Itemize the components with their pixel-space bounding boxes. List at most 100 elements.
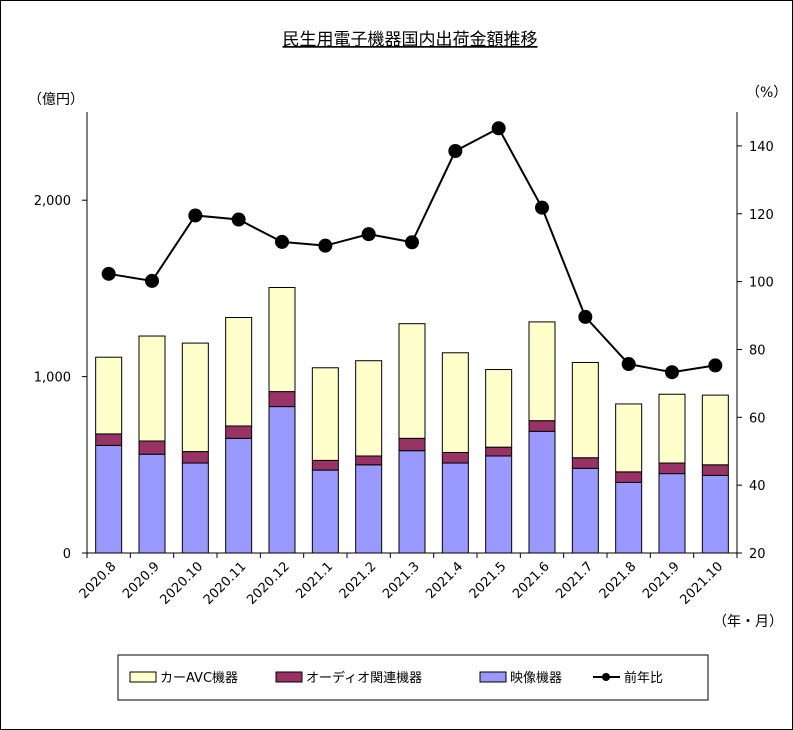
bar-video-4 xyxy=(268,406,296,554)
bar-video-7 xyxy=(398,450,426,554)
bar-audio-11 xyxy=(571,457,599,469)
x-tick-label-5: 2021.1 xyxy=(293,559,336,602)
bar-audio-12 xyxy=(615,471,643,483)
bar-video-11 xyxy=(571,467,599,554)
bar-video-14 xyxy=(701,474,729,554)
bar-audio-10 xyxy=(528,420,556,432)
bar-audio-14 xyxy=(701,464,729,476)
right-tick-label-40: 40 xyxy=(749,479,766,494)
x-tick-label-9: 2021.5 xyxy=(467,559,510,602)
legend-marker-yoy xyxy=(602,673,610,681)
x-tick-label-13: 2021.9 xyxy=(640,559,683,602)
right-tick-label-120: 120 xyxy=(749,208,774,223)
x-axis-unit: （年・月） xyxy=(713,614,783,630)
bar-video-10 xyxy=(528,430,556,554)
yoy-point-0 xyxy=(101,266,116,281)
yoy-point-13 xyxy=(665,365,679,380)
right-tick-label-100: 100 xyxy=(749,276,774,291)
bar-audio-13 xyxy=(658,462,686,475)
legend-label-car-avc: カーAVC機器 xyxy=(160,671,238,686)
yoy-point-1 xyxy=(145,273,159,288)
left-tick-label-2000: 2,000 xyxy=(34,194,71,209)
bar-video-13 xyxy=(658,473,686,554)
bar-video-8 xyxy=(441,462,469,554)
bar-audio-1 xyxy=(138,440,166,455)
legend-label-audio: オーディオ関連機器 xyxy=(306,670,422,686)
bar-car-avc-10 xyxy=(528,321,556,422)
bar-audio-3 xyxy=(225,425,253,439)
bar-car-avc-13 xyxy=(658,393,686,464)
bar-car-avc-2 xyxy=(181,342,209,453)
axes-group: 0 1,000 2,000 20 40 60 80 100 120 140 xyxy=(34,112,774,562)
bar-audio-4 xyxy=(268,391,296,408)
bar-audio-5 xyxy=(311,459,339,471)
bars-group xyxy=(95,287,729,554)
legend-label-video: 映像機器 xyxy=(510,671,562,686)
x-tick-label-12: 2021.8 xyxy=(597,559,640,602)
yoy-line-group xyxy=(101,121,723,380)
x-tick-label-6: 2021.2 xyxy=(337,559,380,602)
yoy-point-9 xyxy=(491,121,506,136)
right-tick-label-60: 60 xyxy=(749,411,766,426)
yoy-point-6 xyxy=(361,227,376,242)
right-tick-label-140: 140 xyxy=(749,140,774,155)
x-tick-label-2: 2020.10 xyxy=(158,559,207,608)
bar-car-avc-9 xyxy=(485,369,513,448)
right-axis-unit: （%） xyxy=(746,85,787,101)
yoy-point-14 xyxy=(708,358,723,373)
x-tick-label-4: 2020.12 xyxy=(244,559,293,608)
yoy-point-7 xyxy=(405,235,419,250)
x-tick-label-14: 2021.10 xyxy=(678,559,727,608)
yoy-point-10 xyxy=(535,200,549,215)
x-tick-label-8: 2021.4 xyxy=(423,559,466,602)
bar-video-3 xyxy=(225,437,253,554)
yoy-point-8 xyxy=(448,144,463,159)
yoy-point-11 xyxy=(578,309,593,324)
bar-video-6 xyxy=(355,464,383,554)
bar-video-1 xyxy=(138,453,166,554)
bar-audio-6 xyxy=(355,455,383,466)
bar-audio-8 xyxy=(441,451,469,464)
bar-video-0 xyxy=(95,444,123,554)
bar-video-2 xyxy=(181,462,209,554)
bar-car-avc-8 xyxy=(441,352,469,453)
yoy-point-12 xyxy=(621,357,636,372)
x-tick-label-1: 2020.9 xyxy=(120,559,163,602)
left-axis-unit: （億円） xyxy=(28,92,84,108)
bar-car-avc-12 xyxy=(615,403,643,473)
bar-car-avc-5 xyxy=(311,367,339,461)
bar-video-9 xyxy=(485,455,513,554)
bar-video-12 xyxy=(615,481,643,554)
bar-audio-2 xyxy=(181,451,209,464)
legend-swatch-audio xyxy=(275,671,303,683)
bar-car-avc-3 xyxy=(225,317,253,427)
x-tick-label-11: 2021.7 xyxy=(553,559,596,602)
bar-car-avc-7 xyxy=(398,323,426,439)
x-tick-label-10: 2021.6 xyxy=(510,559,553,602)
bar-car-avc-6 xyxy=(355,360,383,457)
left-tick-label-1000: 1,000 xyxy=(34,371,71,386)
chart-title: 民生用電子機器国内出荷金額推移 xyxy=(283,30,538,50)
legend-swatch-car-avc xyxy=(129,671,157,683)
yoy-point-4 xyxy=(275,234,289,249)
bar-audio-9 xyxy=(485,446,513,457)
yoy-point-3 xyxy=(231,212,246,227)
legend: カーAVC機器 オーディオ関連機器 映像機器 前年比 xyxy=(117,654,709,701)
legend-label-yoy: 前年比 xyxy=(624,670,663,686)
bar-video-5 xyxy=(311,469,339,554)
x-tick-label-7: 2021.3 xyxy=(380,559,423,602)
bar-audio-0 xyxy=(95,433,123,446)
bar-car-avc-0 xyxy=(95,356,123,435)
x-tick-label-0: 2020.8 xyxy=(77,559,120,602)
yoy-point-2 xyxy=(188,208,203,223)
x-tick-label-3: 2020.11 xyxy=(201,559,250,608)
left-tick-label-0: 0 xyxy=(63,547,71,562)
yoy-point-5 xyxy=(318,238,333,253)
bar-car-avc-14 xyxy=(701,394,729,466)
legend-swatch-video xyxy=(479,671,507,683)
right-tick-label-80: 80 xyxy=(749,343,766,358)
right-tick-label-20: 20 xyxy=(749,547,766,562)
